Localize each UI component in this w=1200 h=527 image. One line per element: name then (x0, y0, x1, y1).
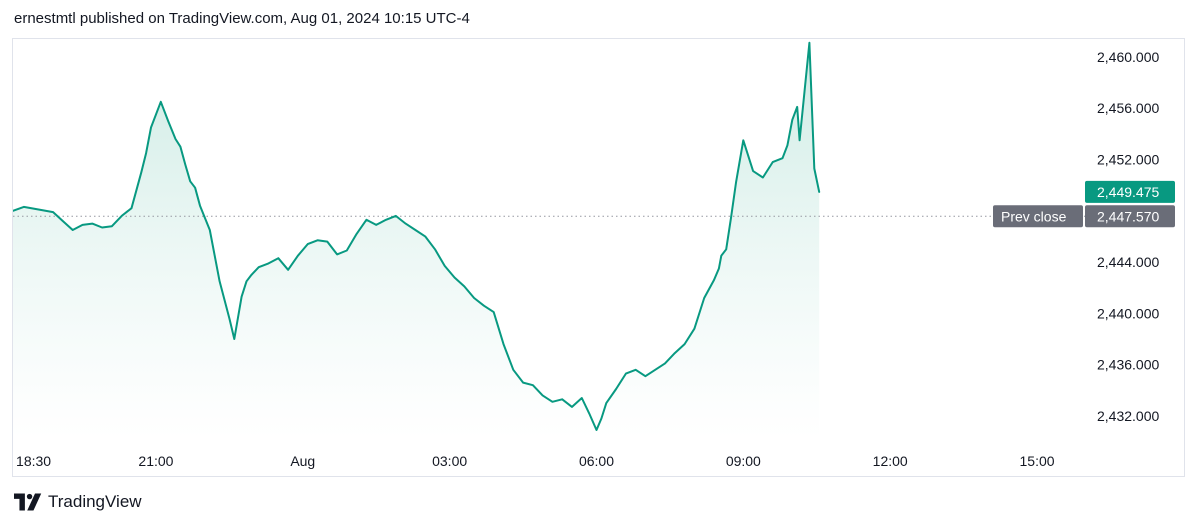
chart-panel[interactable]: 2,432.000 2,436.000 2,440.000 2,444.000 2,45… (12, 38, 1185, 477)
price-axis[interactable]: 2,432.000 2,436.000 2,440.000 2,444.000 2,45… (1097, 49, 1159, 424)
time-tick-label: 18:30 (16, 453, 51, 469)
time-tick-label: 21:00 (138, 453, 173, 469)
time-tick-label: 15:00 (1020, 453, 1055, 469)
price-area-fill (13, 42, 820, 440)
price-chart[interactable]: 2,432.000 2,436.000 2,440.000 2,444.000 2,45… (13, 39, 1185, 477)
prev-close-value-tag (1085, 205, 1175, 228)
brand-footer: TradingView (14, 492, 142, 512)
price-tags: Prev close 2,447.570 2,449.475 (993, 180, 1175, 228)
price-tick-label: 2,440.000 (1097, 305, 1159, 321)
price-tick-label: 2,460.000 (1097, 49, 1159, 65)
time-tick-label: 09:00 (726, 453, 761, 469)
prev-close-label: Prev close (1001, 208, 1067, 224)
time-tick-label: Aug (290, 453, 315, 469)
price-tick-label: 2,444.000 (1097, 254, 1159, 270)
tradingview-logo-icon (14, 493, 42, 511)
prev-close-label-tag (993, 205, 1083, 228)
prev-close-value: 2,447.570 (1097, 208, 1159, 224)
price-tick-label: 2,456.000 (1097, 100, 1159, 116)
price-tick-label: 2,436.000 (1097, 357, 1159, 373)
time-tick-label: 03:00 (432, 453, 467, 469)
time-axis[interactable]: 18:30 21:00 Aug 03:00 06:00 09:00 12:00 15:00 (16, 453, 1055, 469)
time-tick-label: 06:00 (579, 453, 614, 469)
price-tick-label: 2,432.000 (1097, 408, 1159, 424)
price-tick-label: 2,452.000 (1097, 152, 1159, 168)
time-tick-label: 12:00 (873, 453, 908, 469)
price-line (13, 41, 821, 431)
last-price-tag (1085, 180, 1175, 203)
brand-name: TradingView (48, 492, 142, 511)
publish-info: ernestmtl published on TradingView.com, … (14, 10, 470, 27)
last-price-value: 2,449.475 (1097, 184, 1159, 200)
